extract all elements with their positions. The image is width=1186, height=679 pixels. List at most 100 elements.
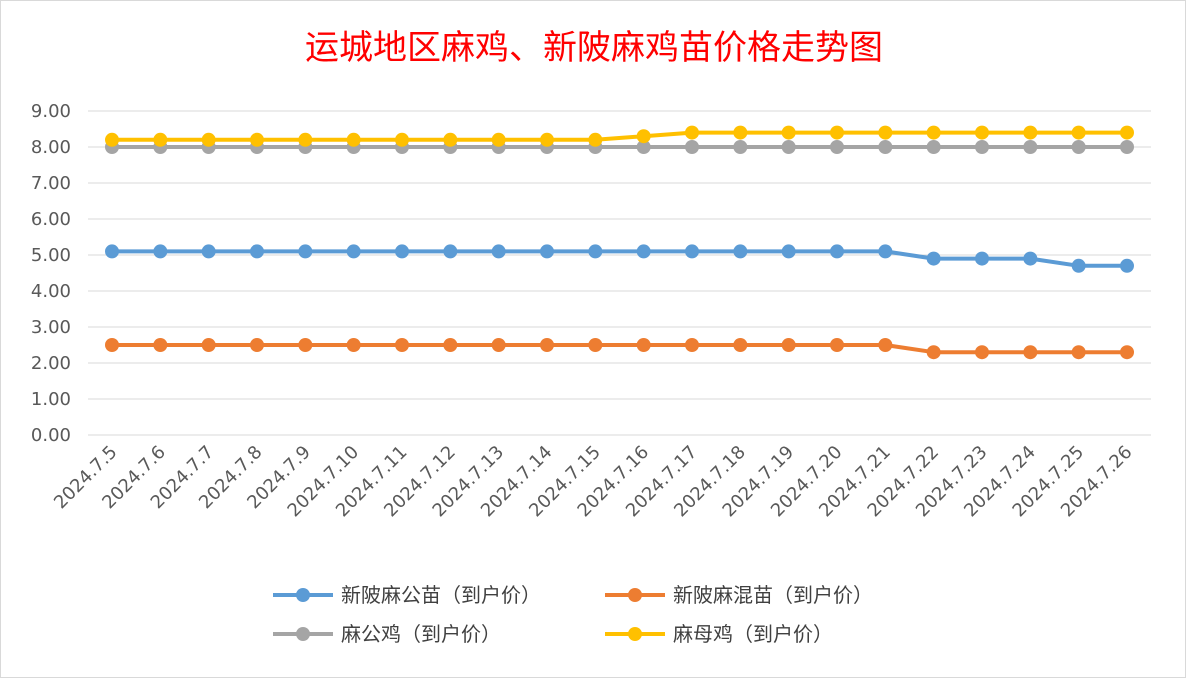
data-point xyxy=(1120,258,1134,273)
y-tick-label: 4.00 xyxy=(31,281,71,302)
legend-marker xyxy=(628,627,642,641)
data-point xyxy=(781,140,796,154)
data-point xyxy=(491,338,506,352)
data-point xyxy=(636,140,651,154)
y-tick-label: 1.00 xyxy=(31,389,71,410)
data-point xyxy=(636,244,651,259)
legend-entry: 麻公鸡（到户价） xyxy=(273,622,501,646)
data-point xyxy=(830,244,844,259)
data-point xyxy=(878,338,893,352)
x-axis-ticks: 2024.7.52024.7.62024.7.72024.7.82024.7.9… xyxy=(50,442,1137,522)
y-tick-label: 3.00 xyxy=(31,317,71,338)
data-point xyxy=(636,338,651,352)
y-tick-label: 0.00 xyxy=(31,425,71,446)
data-point xyxy=(443,338,458,352)
data-point xyxy=(781,125,796,140)
data-point xyxy=(540,244,554,259)
legend-entry: 麻母鸡（到户价） xyxy=(605,622,833,646)
series-line xyxy=(112,130,1127,142)
legend-entry: 新陂麻公苗（到户价） xyxy=(273,583,541,607)
series-1 xyxy=(105,338,1134,360)
data-point xyxy=(878,125,893,140)
data-point xyxy=(685,338,699,352)
data-point xyxy=(1023,345,1038,360)
data-point xyxy=(201,338,216,352)
legend: 新陂麻公苗（到户价） 新陂麻混苗（到户价） 麻公鸡（到户价） 麻母鸡（到户价） xyxy=(273,583,873,646)
data-point xyxy=(1071,125,1086,140)
series-line xyxy=(112,249,1127,268)
data-point xyxy=(395,132,409,147)
data-point xyxy=(588,244,603,259)
data-point xyxy=(540,132,554,147)
data-point xyxy=(636,129,651,144)
gridlines xyxy=(88,110,1151,436)
data-point xyxy=(975,125,989,140)
data-point xyxy=(1023,251,1038,266)
legend-marker xyxy=(296,627,310,641)
data-point xyxy=(1023,140,1038,154)
data-point xyxy=(105,338,119,352)
data-point xyxy=(733,338,748,352)
data-point xyxy=(153,244,168,259)
data-point xyxy=(443,244,458,259)
data-point xyxy=(781,244,796,259)
data-point xyxy=(443,132,458,147)
data-point xyxy=(926,140,941,154)
data-point xyxy=(830,338,844,352)
series-0 xyxy=(105,244,1134,273)
data-point xyxy=(926,345,941,360)
data-point xyxy=(733,140,748,154)
y-tick-label: 9.00 xyxy=(31,101,71,122)
data-point xyxy=(685,244,699,259)
data-point xyxy=(491,244,506,259)
data-point xyxy=(733,244,748,259)
series-3 xyxy=(105,125,1134,147)
data-point xyxy=(491,132,506,147)
legend-label: 麻公鸡（到户价） xyxy=(341,622,501,646)
data-point xyxy=(975,140,989,154)
data-point xyxy=(878,140,893,154)
data-point xyxy=(153,132,168,147)
data-point xyxy=(201,244,216,259)
legend-label: 新陂麻公苗（到户价） xyxy=(341,583,541,607)
data-point xyxy=(1120,345,1134,360)
data-point xyxy=(105,244,119,259)
data-point xyxy=(153,338,168,352)
chart-title: 运城地区麻鸡、新陂麻鸡苗价格走势图 xyxy=(305,28,883,68)
y-axis-ticks: 0.00 1.00 2.00 3.00 4.00 5.00 6.00 7.00 8.00 9.00 xyxy=(31,101,71,446)
data-point xyxy=(733,125,748,140)
data-point xyxy=(298,244,313,259)
data-point xyxy=(588,132,603,147)
y-tick-label: 6.00 xyxy=(31,209,71,230)
data-point xyxy=(926,125,941,140)
y-tick-label: 7.00 xyxy=(31,173,71,194)
data-point xyxy=(588,338,603,352)
data-point xyxy=(346,338,361,352)
data-point xyxy=(1071,140,1086,154)
y-tick-label: 8.00 xyxy=(31,137,71,158)
legend-entry: 新陂麻混苗（到户价） xyxy=(605,583,873,607)
legend-marker xyxy=(628,588,642,602)
data-point xyxy=(1071,258,1086,273)
series-lines xyxy=(105,125,1134,360)
data-point xyxy=(346,244,361,259)
y-tick-label: 5.00 xyxy=(31,245,71,266)
data-point xyxy=(830,125,844,140)
data-point xyxy=(105,132,119,147)
series-line xyxy=(112,343,1127,355)
data-point xyxy=(346,132,361,147)
data-point xyxy=(395,338,409,352)
data-point xyxy=(250,338,264,352)
data-point xyxy=(1071,345,1086,360)
data-point xyxy=(1120,125,1134,140)
data-point xyxy=(1120,140,1134,154)
data-point xyxy=(830,140,844,154)
data-point xyxy=(201,132,216,147)
data-point xyxy=(685,125,699,140)
data-point xyxy=(878,244,893,259)
legend-label: 麻母鸡（到户价） xyxy=(673,622,833,646)
data-point xyxy=(298,338,313,352)
data-point xyxy=(781,338,796,352)
data-point xyxy=(250,244,264,259)
